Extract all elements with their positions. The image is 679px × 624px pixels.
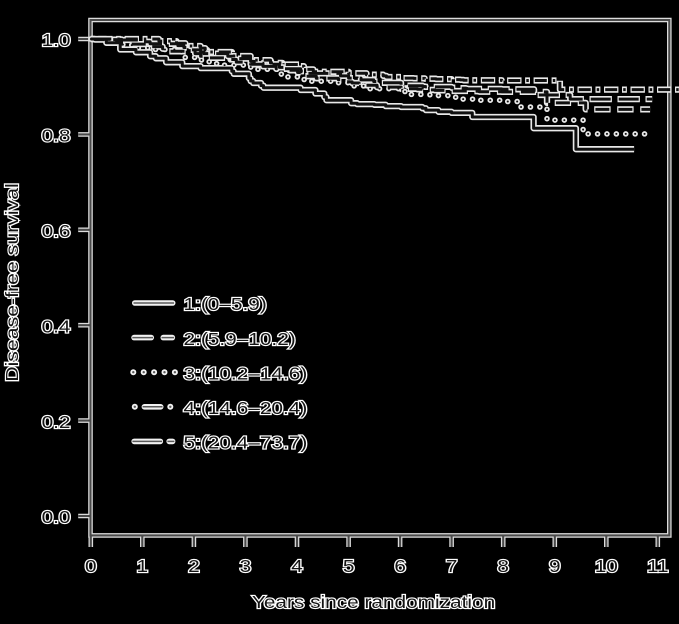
svg-text:0: 0: [85, 557, 97, 576]
svg-text:5: 5: [343, 557, 355, 576]
svg-text:3: 3: [240, 557, 252, 576]
svg-text:6: 6: [394, 557, 406, 576]
svg-text:4:(14.6–20.4): 4:(14.6–20.4): [184, 399, 308, 418]
svg-text:8: 8: [497, 557, 509, 576]
svg-text:10: 10: [595, 557, 618, 576]
svg-text:Years since randomization: Years since randomization: [252, 593, 495, 612]
svg-text:3:(10.2–14.6): 3:(10.2–14.6): [184, 365, 308, 384]
svg-text:0.4: 0.4: [42, 318, 71, 337]
svg-text:1.0: 1.0: [42, 32, 71, 51]
svg-text:11: 11: [647, 557, 669, 576]
svg-text:0.2: 0.2: [42, 413, 71, 432]
svg-text:9: 9: [549, 557, 561, 576]
svg-text:1: 1: [137, 557, 149, 576]
svg-text:Disease-free survival: Disease-free survival: [3, 183, 23, 382]
svg-text:0.6: 0.6: [42, 222, 71, 241]
svg-text:4: 4: [291, 557, 303, 576]
svg-text:0.8: 0.8: [42, 127, 71, 146]
svg-text:2:(5.9–10.2): 2:(5.9–10.2): [184, 330, 296, 349]
svg-text:5:(20.4–73.7): 5:(20.4–73.7): [184, 434, 308, 453]
svg-text:7: 7: [446, 557, 458, 576]
svg-text:2: 2: [188, 557, 200, 576]
svg-text:1:(0–5.9): 1:(0–5.9): [184, 296, 267, 315]
svg-text:0.0: 0.0: [42, 509, 71, 528]
